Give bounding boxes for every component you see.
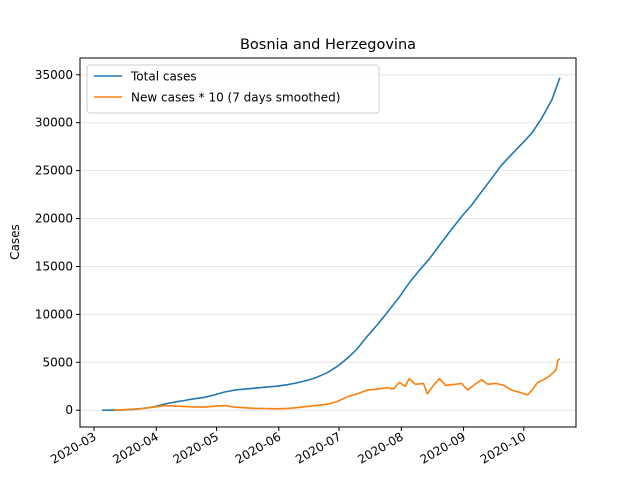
y-tick-label: 25000 [35,164,73,178]
chart-title: Bosnia and Herzegovina [240,37,416,53]
legend-label-total-cases: Total cases [130,70,197,84]
y-tick-label: 30000 [35,116,73,130]
y-axis: 0 5000 10000 15000 20000 25000 30000 35000 [35,68,80,417]
series-line-new-cases [114,357,561,411]
y-tick-label: 35000 [35,68,73,82]
legend-label-new-cases: New cases * 10 (7 days smoothed) [131,91,340,105]
y-tick-label: 5000 [42,355,73,369]
y-axis-label: Cases [8,224,22,260]
y-tick-label: 0 [65,403,73,417]
y-tick-label: 15000 [35,259,73,273]
y-tick-label: 20000 [35,212,73,226]
y-tick-label: 10000 [35,307,73,321]
plot-frame [79,57,577,428]
series-lines [102,77,561,412]
series-line-total-cases [102,77,561,412]
legend-box [86,64,380,114]
legend: Total cases New cases * 10 (7 days smoot… [86,64,380,114]
